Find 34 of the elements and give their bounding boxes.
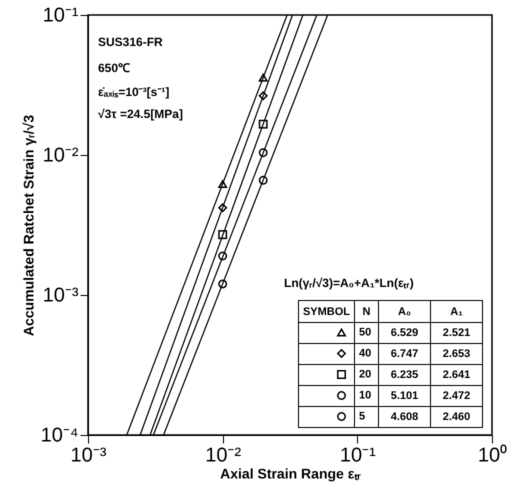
annotation: 2.641 (430, 364, 482, 386)
annotation: 2.472 (430, 386, 482, 406)
annotation: 6.529 (378, 322, 430, 344)
y-tick-label: 10⁻² (42, 144, 79, 166)
y-tick-label: 10⁻⁴ (40, 424, 78, 446)
annotation: 4.608 (378, 406, 430, 428)
annotation: A₁ (430, 300, 482, 322)
annotation: ε̇ₐₓᵢₛ=10⁻³[s⁻¹] (98, 84, 170, 100)
annotation: 5.101 (378, 386, 430, 406)
x-tick-label: 10⁰ (478, 444, 508, 466)
annotation: 6.235 (378, 364, 430, 386)
annotation: SYMBOL (298, 300, 354, 322)
annotation: 2.460 (430, 406, 482, 428)
x-tick-label: 10⁻¹ (340, 444, 376, 466)
annotation: N (354, 300, 378, 322)
annotation: 6.747 (378, 344, 430, 364)
annotation: 650℃ (98, 60, 130, 76)
annotation: √3τ =24.5[MPa] (98, 107, 183, 121)
legend-label: 10 (359, 390, 372, 402)
annotation: Ln(γᵣ/√3)=A₀+A₁*Ln(εₜᵣ) (284, 275, 414, 291)
annotation: 2.521 (430, 322, 482, 344)
annotation: A₀ (378, 300, 430, 322)
y-axis-title: Accumulated Ratchet Strain γᵣ/√3 (20, 114, 37, 336)
x-axis-title: Axial Strain Range εₜᵣ (220, 466, 362, 482)
legend-label: 40 (359, 348, 372, 360)
annotation: SUS316-FR (98, 35, 163, 49)
legend-label: 20 (359, 368, 372, 380)
annotation: 2.653 (430, 344, 482, 364)
y-tick-label: 10⁻³ (42, 284, 79, 306)
legend-label: 5 (359, 410, 366, 422)
legend-label: 50 (359, 326, 372, 338)
x-tick-label: 10⁻² (205, 444, 242, 466)
y-tick-label: 10⁻¹ (42, 4, 79, 26)
x-tick-label: 10⁻³ (70, 444, 107, 466)
